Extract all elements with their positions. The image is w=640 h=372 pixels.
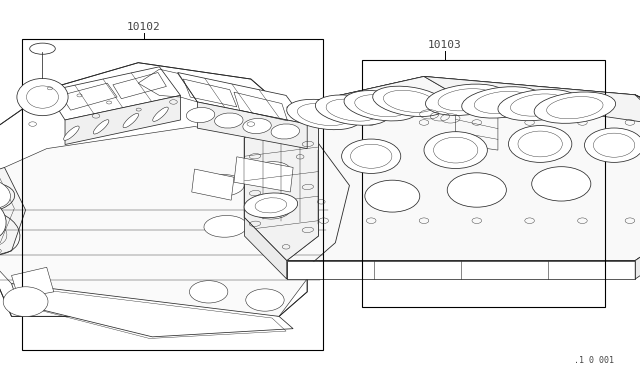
Polygon shape bbox=[287, 77, 456, 126]
Ellipse shape bbox=[532, 167, 591, 201]
Polygon shape bbox=[244, 107, 318, 261]
Ellipse shape bbox=[3, 287, 48, 317]
Polygon shape bbox=[12, 283, 293, 337]
Ellipse shape bbox=[253, 201, 291, 219]
Ellipse shape bbox=[342, 139, 401, 173]
Ellipse shape bbox=[447, 173, 506, 207]
Ellipse shape bbox=[508, 126, 572, 162]
Polygon shape bbox=[192, 169, 234, 200]
Polygon shape bbox=[12, 267, 54, 298]
Ellipse shape bbox=[426, 84, 507, 115]
Ellipse shape bbox=[123, 113, 139, 128]
Polygon shape bbox=[287, 261, 635, 279]
Text: 10102: 10102 bbox=[127, 22, 161, 32]
Ellipse shape bbox=[243, 118, 271, 134]
Polygon shape bbox=[234, 157, 293, 192]
Ellipse shape bbox=[498, 89, 579, 121]
Ellipse shape bbox=[204, 215, 247, 237]
Ellipse shape bbox=[316, 95, 389, 125]
Ellipse shape bbox=[534, 92, 616, 124]
Polygon shape bbox=[47, 67, 180, 120]
Text: 10103: 10103 bbox=[428, 40, 461, 50]
Polygon shape bbox=[424, 77, 640, 126]
Ellipse shape bbox=[201, 174, 244, 196]
Bar bbox=[362, 60, 605, 307]
Ellipse shape bbox=[63, 126, 79, 140]
Ellipse shape bbox=[214, 113, 243, 128]
Ellipse shape bbox=[93, 120, 109, 134]
Polygon shape bbox=[178, 73, 307, 124]
Ellipse shape bbox=[17, 78, 68, 116]
Polygon shape bbox=[0, 167, 26, 259]
Polygon shape bbox=[0, 62, 349, 316]
Ellipse shape bbox=[461, 87, 543, 118]
Polygon shape bbox=[635, 218, 640, 279]
Ellipse shape bbox=[153, 107, 168, 121]
Ellipse shape bbox=[344, 90, 418, 121]
Ellipse shape bbox=[246, 289, 284, 311]
Ellipse shape bbox=[0, 179, 10, 208]
Polygon shape bbox=[287, 95, 640, 261]
Ellipse shape bbox=[253, 162, 291, 180]
Ellipse shape bbox=[424, 132, 487, 169]
Ellipse shape bbox=[244, 193, 298, 218]
Ellipse shape bbox=[584, 128, 640, 163]
Ellipse shape bbox=[365, 180, 420, 212]
Text: .1 0 001: .1 0 001 bbox=[575, 356, 614, 365]
Polygon shape bbox=[197, 102, 307, 149]
Ellipse shape bbox=[372, 86, 447, 116]
Ellipse shape bbox=[0, 195, 6, 242]
Ellipse shape bbox=[189, 281, 228, 303]
Bar bbox=[22, 39, 323, 350]
Polygon shape bbox=[0, 126, 335, 316]
Polygon shape bbox=[244, 218, 287, 279]
Polygon shape bbox=[65, 95, 180, 144]
Ellipse shape bbox=[287, 99, 361, 130]
Ellipse shape bbox=[271, 124, 300, 139]
Ellipse shape bbox=[186, 108, 215, 123]
Polygon shape bbox=[244, 77, 640, 261]
